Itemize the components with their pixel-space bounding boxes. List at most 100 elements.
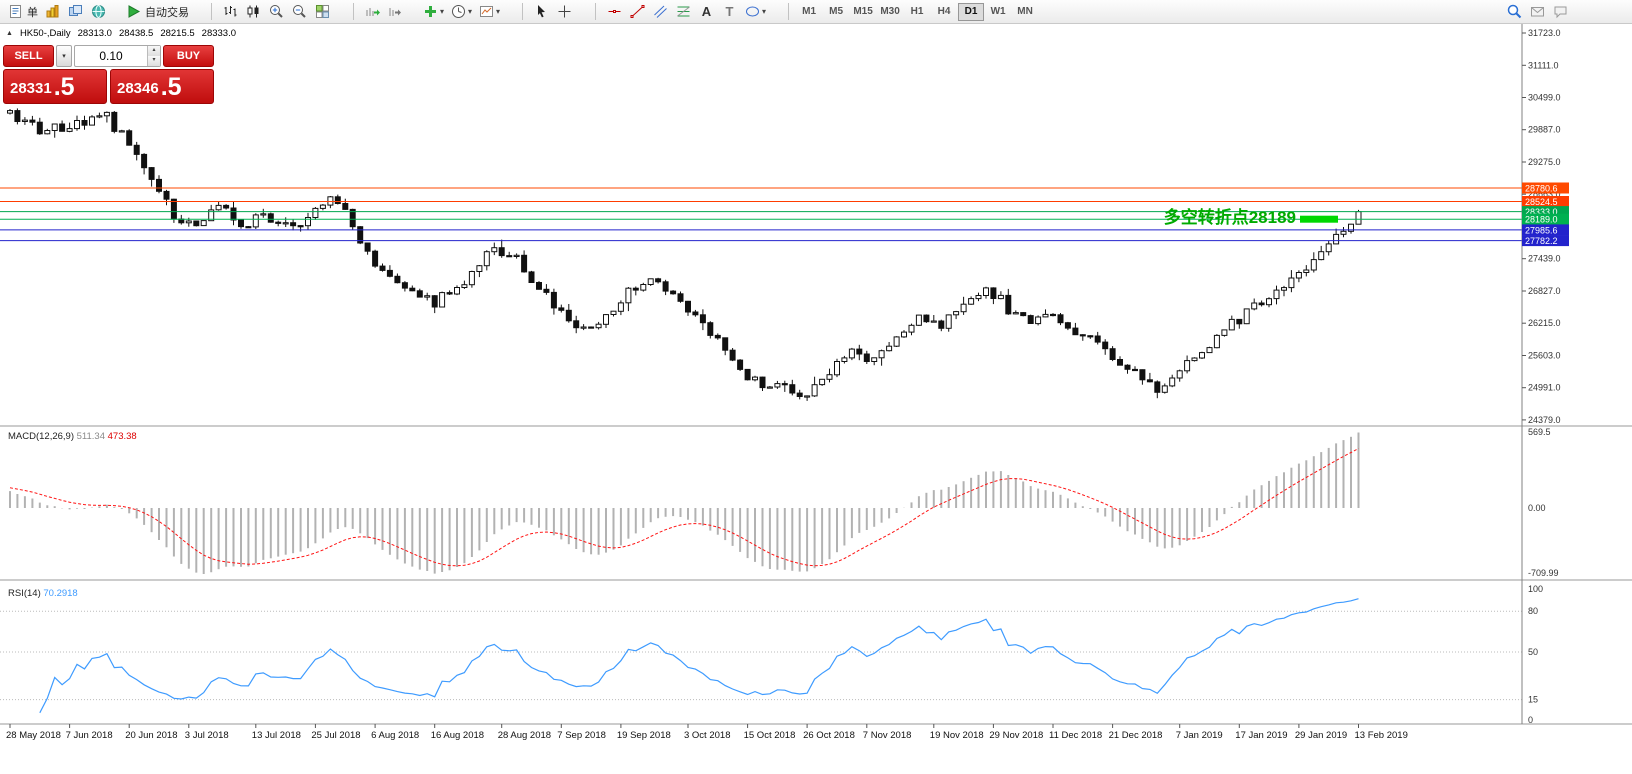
svg-text:19 Nov 2018: 19 Nov 2018: [930, 730, 984, 741]
svg-text:27439.0: 27439.0: [1528, 254, 1561, 264]
svg-text:13 Feb 2019: 13 Feb 2019: [1355, 730, 1408, 741]
annotation-text[interactable]: 多空转折点28189: [1164, 207, 1296, 227]
timeframe-button-H1[interactable]: H1: [904, 3, 930, 21]
svg-text:24379.0: 24379.0: [1528, 415, 1561, 425]
volume-dropdown-button[interactable]: ▾: [56, 45, 72, 67]
periods-icon: [450, 3, 467, 20]
chevron-down-icon: ▾: [496, 7, 501, 16]
market-watch-button[interactable]: [87, 1, 110, 22]
svg-text:7 Jan 2019: 7 Jan 2019: [1176, 730, 1223, 741]
candlestick-series: [7, 108, 1362, 401]
spinner-down-icon[interactable]: ▾: [148, 56, 160, 66]
ask-price[interactable]: 28346 .5: [110, 69, 214, 104]
svg-text:26 Oct 2018: 26 Oct 2018: [803, 730, 855, 741]
autotrading-button[interactable]: 自动交易: [122, 1, 192, 22]
ask-frac: .5: [160, 73, 182, 101]
svg-text:A: A: [702, 4, 712, 19]
svg-text:24991.0: 24991.0: [1528, 383, 1561, 393]
trendline-button[interactable]: [626, 1, 649, 22]
spinner-up-icon[interactable]: ▴: [148, 46, 160, 56]
chat-button[interactable]: [1549, 1, 1572, 22]
crosshair-icon: [556, 3, 573, 20]
bar-chart-icon: [222, 3, 239, 20]
svg-text:T: T: [726, 4, 734, 19]
toolbar-separator: [788, 3, 790, 20]
horizontal-level-lines[interactable]: [0, 187, 1522, 242]
svg-text:6 Aug 2018: 6 Aug 2018: [371, 730, 419, 741]
timeframe-button-MN[interactable]: MN: [1012, 3, 1038, 21]
candlestick-chart-button[interactable]: [242, 1, 265, 22]
sell-button[interactable]: SELL: [3, 45, 54, 67]
profiles-button[interactable]: [64, 1, 87, 22]
trade-panel-toggle-icon[interactable]: ▲: [6, 30, 13, 37]
price-axis[interactable]: 31723.0 31111.0 30499.0 29887.0 29275.0 28663…: [1522, 28, 1561, 425]
channel-button[interactable]: [649, 1, 672, 22]
ohlc-low: 28215.5: [160, 28, 195, 39]
price-level-tag: 28524.5: [1522, 196, 1569, 207]
crosshair-button[interactable]: [553, 1, 576, 22]
cursor-icon: [533, 3, 550, 20]
text-button[interactable]: A: [695, 1, 718, 22]
document-icon: [7, 3, 24, 20]
chart-shift-button[interactable]: [384, 1, 407, 22]
toolbar-group-scrolling: [361, 1, 407, 22]
cursor-button[interactable]: [530, 1, 553, 22]
bar-chart-button[interactable]: [219, 1, 242, 22]
bid-price[interactable]: 28331 .5: [3, 69, 107, 104]
svg-text:28524.5: 28524.5: [1525, 197, 1558, 207]
label-button[interactable]: T: [718, 1, 741, 22]
svg-text:25603.0: 25603.0: [1528, 351, 1561, 361]
fibonacci-button[interactable]: [672, 1, 695, 22]
zoom-in-button[interactable]: [265, 1, 288, 22]
channel-icon: [652, 3, 669, 20]
toolbar-group-timeframes: M1 M5 M15 M30 H1 H4 D1 W1 MN: [796, 2, 1039, 21]
price-level-t ags: 28780.6 28524.528333.028189.027985.627782…: [1522, 182, 1569, 247]
zoom-out-button[interactable]: [288, 1, 311, 22]
timeframe-button-M5[interactable]: M5: [823, 3, 849, 21]
search-button[interactable]: [1503, 1, 1526, 22]
toolbar: 单 自动交易 ▾ ▾ ▾ A T ▾ M1 M5 M15 M30 H1 H4 D1 W1 MN: [0, 0, 1632, 24]
svg-text:19 Sep 2018: 19 Sep 2018: [617, 730, 671, 741]
toolbar-group-pointer: [530, 1, 576, 22]
timeframe-button-M30[interactable]: M30: [877, 3, 903, 21]
periods-button[interactable]: ▾: [447, 1, 475, 22]
shapes-button[interactable]: ▾: [741, 1, 769, 22]
toolbar-separator: [595, 3, 597, 20]
tile-windows-icon: [314, 3, 331, 20]
price-chart-canvas[interactable]: 多空转折点28189 MACD(12,26,9) 511.34 473.38 569…: [0, 24, 1632, 774]
horizontal-line-button[interactable]: [603, 1, 626, 22]
chevron-down-icon: ▾: [468, 7, 473, 16]
highlight-bar[interactable]: [1300, 215, 1338, 223]
rsi-axis-tick: 50: [1528, 647, 1538, 657]
new-chart-button[interactable]: [41, 1, 64, 22]
time-axis[interactable]: 28 May 2018 7 Jun 2018 20 Jun 2018 3 Jul 20…: [6, 724, 1408, 741]
buy-button[interactable]: BUY: [163, 45, 214, 67]
ohlc-open: 28313.0: [77, 28, 112, 39]
auto-scroll-button[interactable]: [361, 1, 384, 22]
text-a-icon: A: [698, 3, 715, 20]
price-level-tag: 28189.0: [1522, 213, 1569, 225]
rsi-levels: [0, 610, 1522, 701]
tile-windows-button[interactable]: [311, 1, 334, 22]
timeframe-button-H4[interactable]: H4: [931, 3, 957, 21]
volume-spinner: ▴ ▾: [147, 46, 160, 66]
volume-field[interactable]: 0.10 ▴ ▾: [74, 45, 161, 67]
timeframe-button-W1[interactable]: W1: [985, 3, 1011, 21]
svg-text:26827.0: 26827.0: [1528, 286, 1561, 296]
templates-button[interactable]: ▾: [475, 1, 503, 22]
rsi-axis-tick: 80: [1528, 606, 1538, 616]
label-t-icon: T: [721, 3, 738, 20]
new-order-button[interactable]: 单: [4, 1, 41, 22]
indicators-button[interactable]: ▾: [419, 1, 447, 22]
toolbar-separator: [353, 3, 354, 20]
timeframe-button-M1[interactable]: M1: [796, 3, 822, 21]
mail-button[interactable]: [1526, 1, 1549, 22]
market-watch-icon: [90, 3, 107, 20]
svg-text:30499.0: 30499.0: [1528, 93, 1561, 103]
timeframe-button-D1[interactable]: D1: [958, 2, 985, 21]
chevron-down-icon: ▾: [440, 7, 445, 16]
svg-text:16 Aug 2018: 16 Aug 2018: [431, 730, 484, 741]
timeframe-button-M15[interactable]: M15: [850, 3, 876, 21]
svg-text:28780.6: 28780.6: [1525, 184, 1558, 194]
panel-separators[interactable]: [0, 425, 1632, 725]
